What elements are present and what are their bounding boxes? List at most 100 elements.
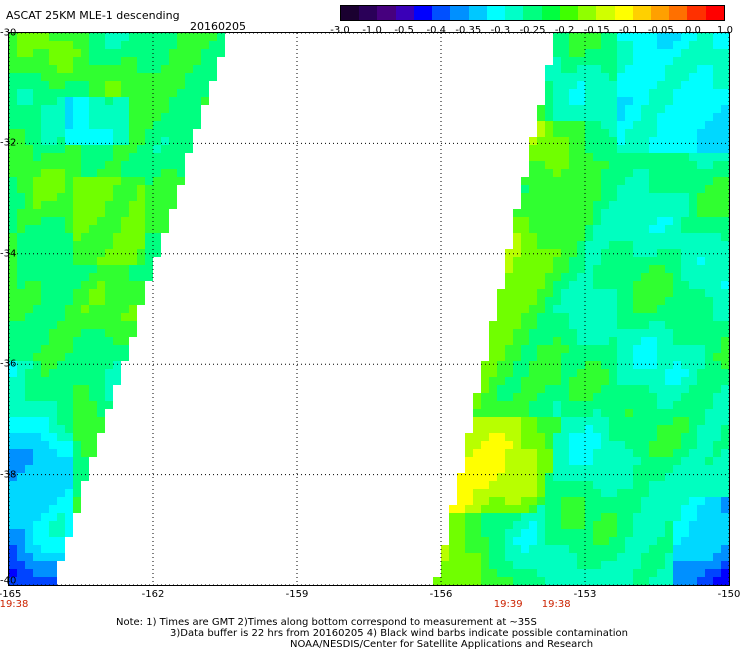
wind-cell <box>33 425 41 433</box>
wind-cell <box>601 505 609 513</box>
wind-cell <box>657 321 665 329</box>
wind-cell <box>481 553 489 561</box>
wind-cell <box>601 57 609 65</box>
wind-cell <box>497 561 505 569</box>
wind-cell <box>145 185 153 193</box>
wind-cell <box>49 129 57 137</box>
wind-cell <box>529 313 537 321</box>
wind-cell <box>129 89 137 97</box>
wind-cell <box>697 225 705 233</box>
wind-cell <box>209 41 217 49</box>
wind-cell <box>65 185 73 193</box>
wind-cell <box>217 41 225 49</box>
wind-cell <box>89 137 97 145</box>
wind-cell <box>89 225 97 233</box>
wind-cell <box>657 81 665 89</box>
wind-cell <box>97 377 105 385</box>
wind-cell <box>105 201 113 209</box>
wind-cell <box>705 409 713 417</box>
wind-cell <box>129 297 137 305</box>
wind-cell <box>65 265 73 273</box>
wind-cell <box>505 465 513 473</box>
wind-cell <box>121 305 129 313</box>
wind-cell <box>537 305 545 313</box>
wind-cell <box>9 65 17 73</box>
wind-cell <box>593 457 601 465</box>
wind-cell <box>473 521 481 529</box>
wind-cell <box>537 473 545 481</box>
wind-cell <box>713 185 721 193</box>
wind-cell <box>41 249 49 257</box>
wind-cell <box>681 153 689 161</box>
wind-cell <box>529 353 537 361</box>
wind-cell <box>65 233 73 241</box>
wind-cell <box>489 561 497 569</box>
wind-cell <box>33 417 41 425</box>
wind-cell <box>569 465 577 473</box>
wind-cell <box>673 185 681 193</box>
wind-cell <box>153 249 161 257</box>
colorbar-swatch <box>377 6 396 20</box>
wind-cell <box>593 473 601 481</box>
wind-cell <box>33 297 41 305</box>
wind-cell <box>529 473 537 481</box>
wind-cell <box>97 273 105 281</box>
wind-cell <box>585 105 593 113</box>
wind-cell <box>681 513 689 521</box>
wind-cell <box>177 113 185 121</box>
wind-cell <box>561 49 569 57</box>
wind-cell <box>153 161 161 169</box>
wind-cell <box>49 553 57 561</box>
wind-cell <box>57 49 65 57</box>
wind-cell <box>673 497 681 505</box>
wind-cell <box>673 337 681 345</box>
wind-cell <box>153 169 161 177</box>
wind-cell <box>473 561 481 569</box>
wind-cell <box>145 233 153 241</box>
wind-cell <box>657 473 665 481</box>
wind-cell <box>97 409 105 417</box>
wind-cell <box>641 41 649 49</box>
wind-cell <box>49 217 57 225</box>
wind-cell <box>521 313 529 321</box>
wind-cell <box>609 241 617 249</box>
wind-cell <box>553 321 561 329</box>
wind-cell <box>481 545 489 553</box>
wind-cell <box>537 497 545 505</box>
wind-cell <box>481 537 489 545</box>
wind-cell <box>601 129 609 137</box>
wind-cell <box>513 329 521 337</box>
wind-cell <box>721 209 729 217</box>
wind-cell <box>97 257 105 265</box>
wind-cell <box>569 305 577 313</box>
wind-cell <box>585 89 593 97</box>
wind-cell <box>721 225 729 233</box>
wind-cell <box>609 321 617 329</box>
wind-cell <box>569 313 577 321</box>
wind-cell <box>649 465 657 473</box>
wind-cell <box>577 105 585 113</box>
wind-cell <box>73 449 81 457</box>
wind-cell <box>201 89 209 97</box>
wind-cell <box>25 97 33 105</box>
wind-cell <box>161 81 169 89</box>
wind-cell <box>153 185 161 193</box>
wind-cell <box>153 153 161 161</box>
wind-cell <box>705 569 713 577</box>
wind-cell <box>481 465 489 473</box>
wind-cell <box>625 385 633 393</box>
wind-cell <box>633 161 641 169</box>
wind-cell <box>569 481 577 489</box>
wind-cell <box>585 97 593 105</box>
longitude-label: -165 <box>0 589 22 600</box>
wind-cell <box>721 137 729 145</box>
wind-cell <box>145 57 153 65</box>
wind-cell <box>17 305 25 313</box>
wind-cell <box>9 33 17 41</box>
wind-cell <box>577 329 585 337</box>
wind-cell <box>561 57 569 65</box>
wind-cell <box>585 377 593 385</box>
wind-cell <box>625 513 633 521</box>
wind-cell <box>649 241 657 249</box>
wind-cell <box>25 33 33 41</box>
